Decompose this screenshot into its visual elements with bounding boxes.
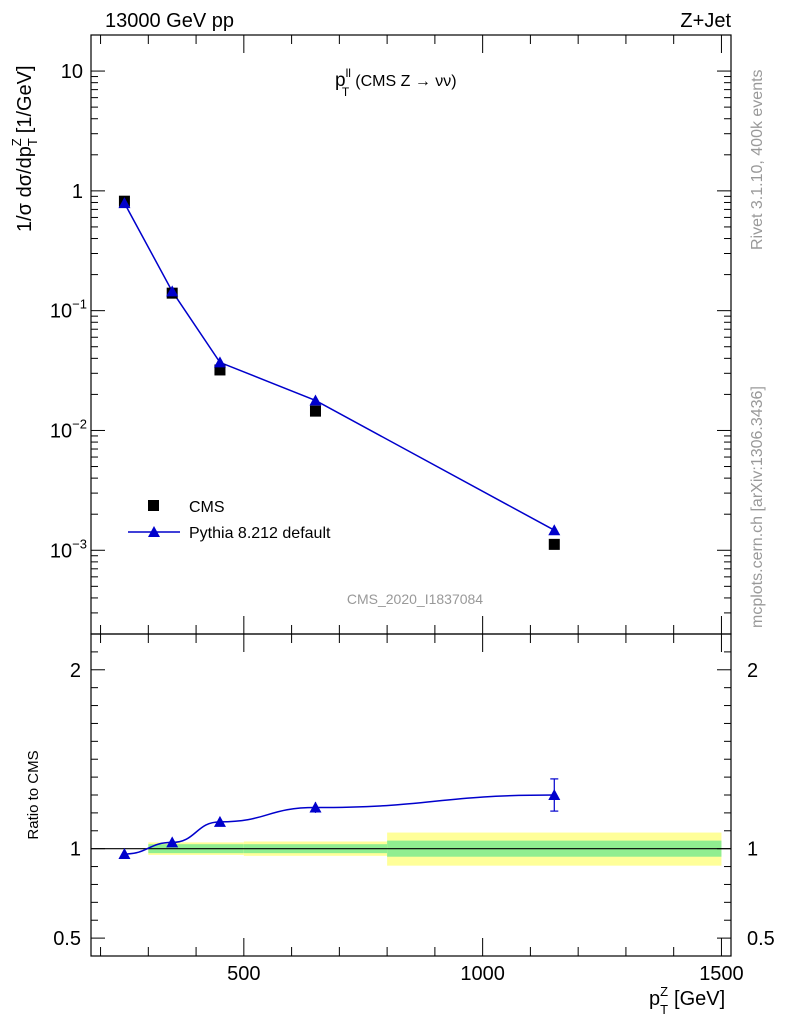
- ratio-frame: [90, 633, 732, 957]
- cms-point: [548, 538, 560, 550]
- main-ytick-exp: −2: [72, 416, 87, 431]
- mcplots-label: mcplots.cern.ch [arXiv:1306.3436]: [749, 386, 766, 628]
- watermark: CMS_2020_I1837084: [347, 591, 483, 607]
- legend-pythia-label: Pythia 8.212 default: [189, 525, 331, 542]
- xlabel-text: p: [649, 988, 660, 1010]
- main-ytick-base: 10: [50, 420, 72, 442]
- header-right: Z+Jet: [680, 10, 731, 32]
- xlabel-sup: Z: [660, 984, 668, 999]
- ratio-ytick-label-right: 1: [747, 839, 758, 861]
- main-ytick-base: 10: [50, 301, 72, 323]
- plot-title-rest: (CMS Z → νν): [355, 73, 456, 90]
- ratio-xtick-label: 500: [227, 963, 260, 985]
- ratio-xtick-label: 1000: [460, 963, 505, 985]
- pythia-line: [123, 202, 555, 531]
- ratio-ylabel: Ratio to CMS: [25, 750, 42, 839]
- plot-title-sup: ll: [346, 66, 351, 80]
- legend-cms-marker: [148, 500, 159, 511]
- main-ytick-base: 10: [50, 540, 72, 562]
- cms-point: [309, 405, 321, 417]
- ratio-panel: 0.5 0.5 1 1 2 2 500 1000 1500 Ratio to CMS pZ T [G…: [25, 633, 775, 1017]
- xlabel-sub: T: [660, 1002, 668, 1017]
- main-frame: [90, 34, 732, 635]
- pythia-point: [213, 356, 226, 368]
- ratio-pythia-point: [548, 789, 561, 800]
- pythia-point: [548, 524, 561, 536]
- ratio-ytick-label-left: 2: [70, 660, 81, 682]
- rivet-label: Rivet 3.1.10, 400k events: [749, 69, 766, 250]
- plot-title: pll T (CMS Z → νν): [335, 66, 457, 99]
- ratio-ytick-label-left: 1: [70, 839, 81, 861]
- ratio-xlabel: pZ T [GeV]: [649, 984, 725, 1017]
- ratio-ytick-label-right: 2: [747, 660, 758, 682]
- pythia-point: [309, 394, 322, 406]
- header-left: 13000 GeV pp: [105, 10, 234, 32]
- ratio-pythia-point: [309, 801, 322, 813]
- main-ytick-label: 10−2: [50, 416, 87, 442]
- main-ytick-label: 10−3: [50, 536, 87, 562]
- main-ylabel-unit: [1/GeV]: [14, 65, 36, 133]
- xlabel-unit: [GeV]: [674, 988, 725, 1010]
- ratio-pythia-point: [166, 836, 179, 848]
- plot-title-p: p: [335, 70, 346, 91]
- ratio-ytick-label-right: 0.5: [747, 928, 775, 950]
- main-ytick-label: 1: [72, 181, 83, 203]
- cms-point: [214, 364, 226, 376]
- ratio-pythia-point: [118, 848, 131, 860]
- main-ytick-exp: −3: [72, 536, 87, 551]
- ratio-pythia-point: [213, 815, 226, 827]
- main-ylabel-text: 1/σ dσ/dp: [14, 146, 36, 232]
- pythia-point: [166, 285, 179, 297]
- main-ylabel-sup: Z: [9, 138, 24, 146]
- ratio-xtick-label: 1500: [699, 963, 744, 985]
- main-ytick-label: 10−1: [50, 297, 87, 323]
- legend: CMS Pythia 8.212 default: [128, 499, 331, 542]
- legend-pythia-marker: [148, 526, 160, 537]
- plot-title-sub: T: [342, 85, 350, 99]
- legend-cms-label: CMS: [189, 499, 225, 516]
- pythia-point: [118, 197, 131, 209]
- main-ytick-exp: −1: [72, 297, 87, 312]
- ratio-ytick-label-left: 0.5: [53, 928, 81, 950]
- main-ytick-label: 10: [61, 61, 83, 83]
- main-ylabel-sub: T: [25, 138, 40, 146]
- main-ylabel: 1/σ dσ/dpTZ [1/GeV]: [9, 65, 40, 232]
